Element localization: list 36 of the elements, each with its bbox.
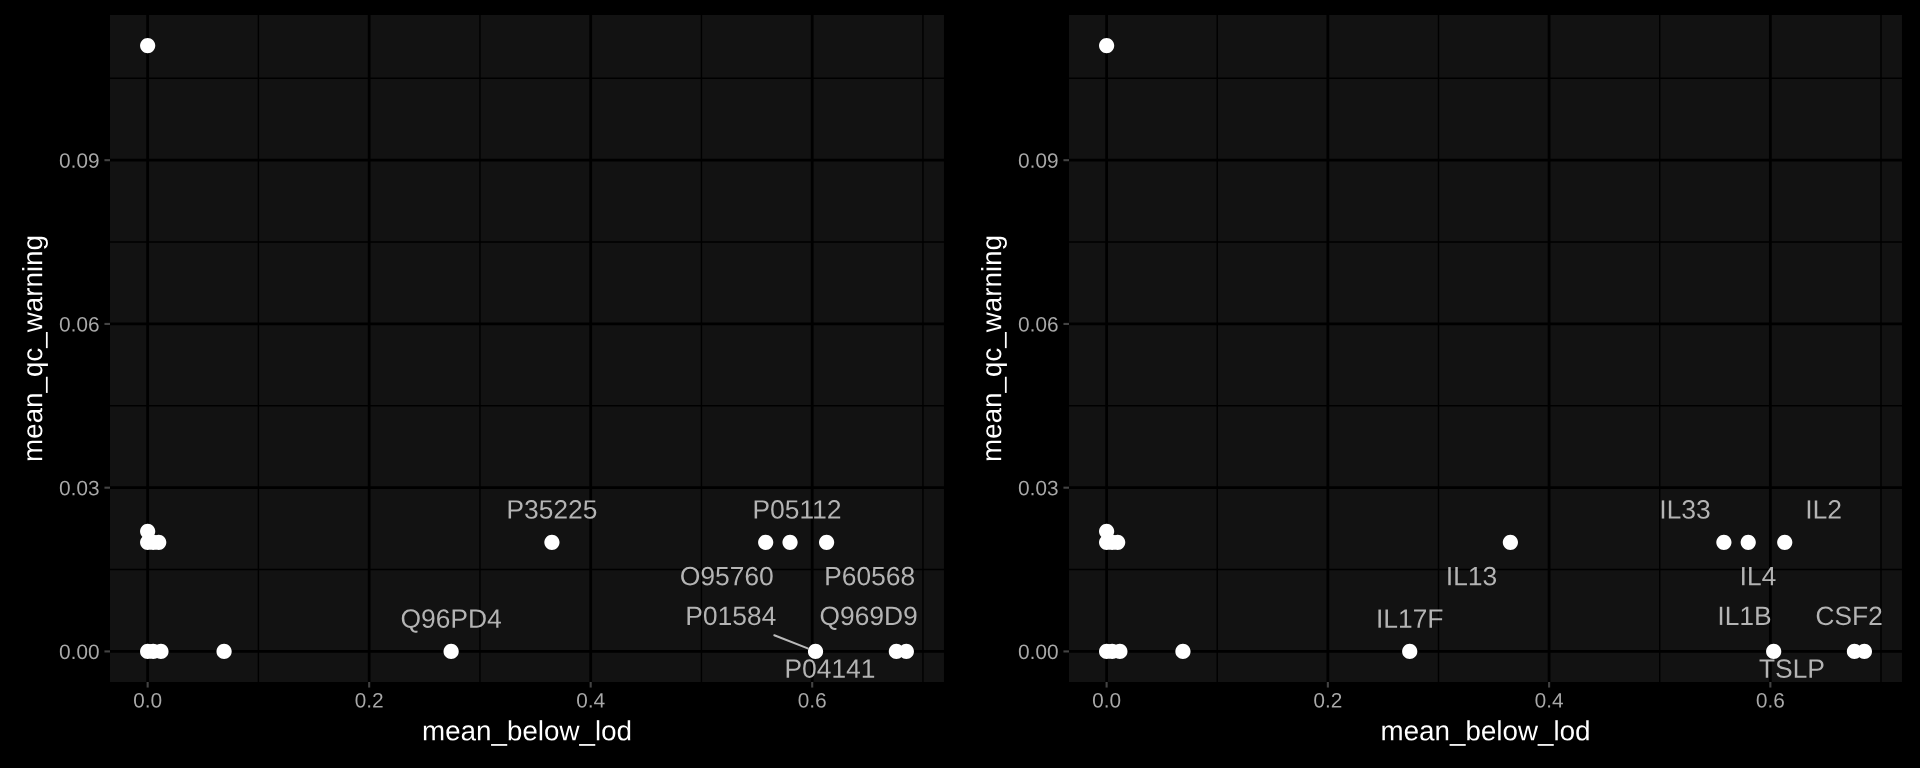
y-tick-label: 0.03 [59, 480, 99, 496]
annotation: IL13 [1448, 566, 1497, 586]
x-tick-label: 0.4 [1535, 692, 1563, 708]
annotation: P04141 [786, 659, 875, 678]
y-tick-label: 0.09 [59, 153, 99, 168]
y-axis-title: mean_qc_warning [22, 236, 48, 461]
x-tick-label: 0.6 [1756, 692, 1784, 708]
y-tick-label: 0.06 [1018, 316, 1058, 332]
x-axis-title: mean_below_lod [423, 720, 631, 746]
x-tick-label: 0.0 [1092, 692, 1121, 708]
annotation: Q969D9 [820, 606, 917, 630]
y-axis-title: mean_qc_warning [981, 236, 1007, 461]
annotation: IL1B [1719, 606, 1771, 625]
annotation: P60568 [826, 566, 914, 586]
x-tick-label: 0.4 [577, 692, 605, 708]
annotation: TSLP [1759, 659, 1824, 678]
annotation: IL33 [1661, 500, 1710, 519]
annotation: IL4 [1742, 567, 1776, 586]
x-tick-label: 0.2 [1314, 692, 1342, 708]
y-tick-label: 0.09 [1018, 153, 1058, 168]
x-tick-label: 0.2 [355, 692, 383, 708]
x-tick-label: 0.6 [798, 692, 826, 708]
x-tick-label: 0.0 [133, 692, 162, 708]
y-tick-label: 0.03 [1018, 480, 1058, 496]
annotation: P01584 [687, 606, 776, 626]
annotation: Q96PD4 [401, 609, 501, 633]
annotation: P35225 [508, 500, 597, 519]
annotation: IL17F [1378, 609, 1443, 628]
x-axis-title: mean_below_lod [1382, 720, 1589, 746]
annotation: O95760 [681, 566, 773, 586]
y-tick-label: 0.06 [59, 316, 99, 332]
annotation: P05112 [754, 500, 841, 519]
annotation: IL2 [1807, 500, 1841, 519]
y-tick-label: 0.00 [59, 644, 99, 660]
y-tick-label: 0.00 [1018, 644, 1058, 660]
annotation: CSF2 [1816, 606, 1882, 626]
